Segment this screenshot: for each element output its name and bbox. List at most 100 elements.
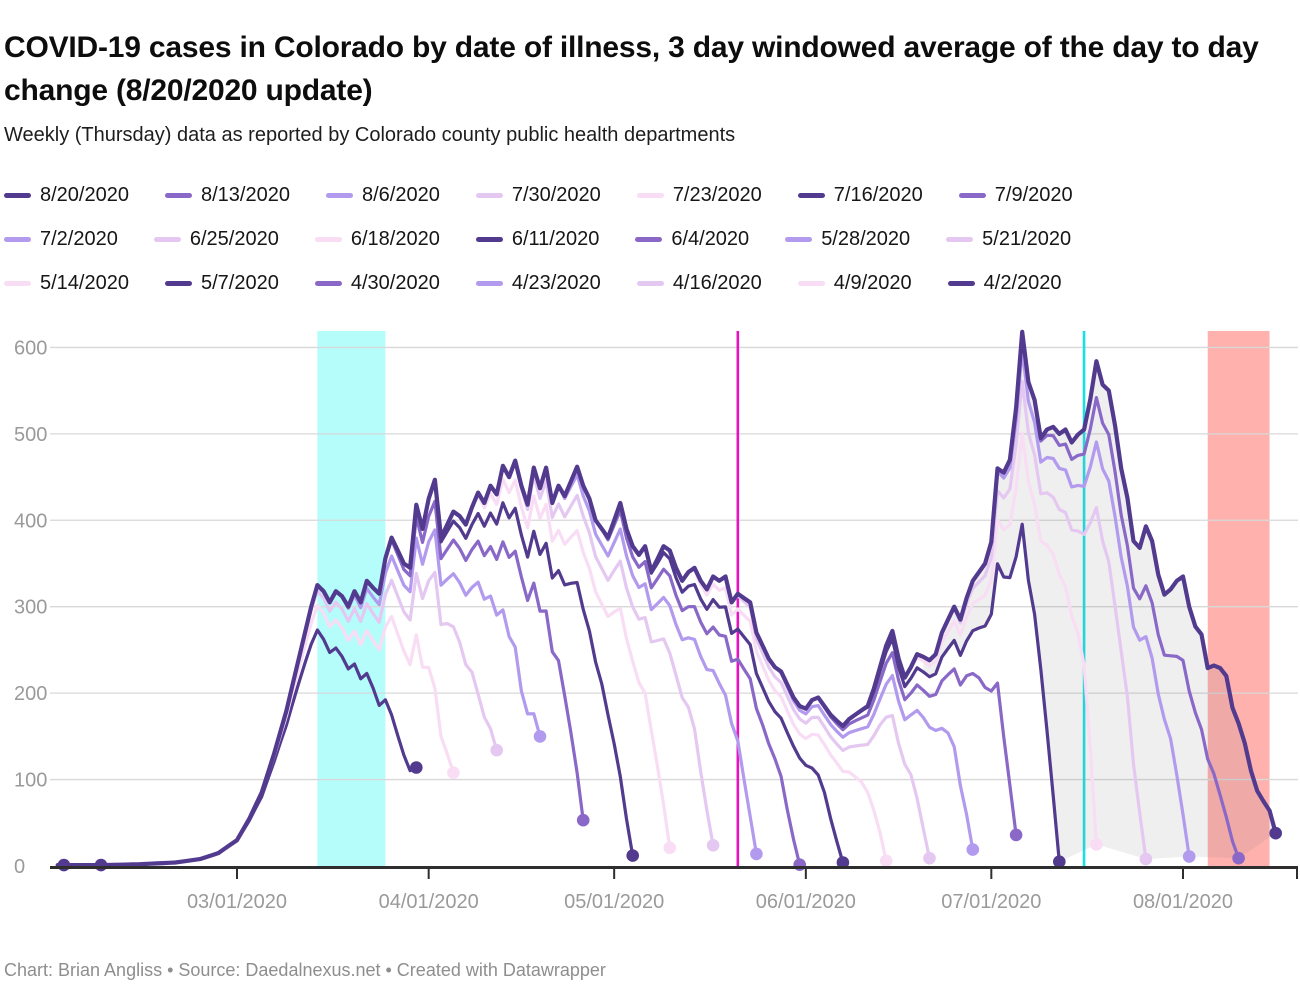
legend-item-4-30-2020[interactable]: 4/30/2020 — [314, 272, 440, 295]
series-end-dot-4-23-2020[interactable] — [533, 730, 547, 743]
x-tick-label-08-01-2020: 08/01/2020 — [1133, 891, 1233, 913]
legend-item-4-23-2020[interactable]: 4/23/2020 — [475, 272, 601, 295]
legend-label: 8/20/2020 — [40, 184, 129, 206]
series-end-dot-8-20-2020[interactable] — [1269, 826, 1282, 840]
series-end-dot-7-9-2020[interactable] — [1009, 828, 1023, 842]
series-line-7-2-2020[interactable] — [56, 459, 975, 867]
legend-label: 5/28/2020 — [821, 228, 911, 250]
series-end-dot-6-11-2020[interactable] — [836, 856, 850, 869]
y-tick-label-400: 400 — [14, 510, 47, 532]
series-line-4-9-2020[interactable] — [56, 603, 455, 867]
legend-item-4-2-2020[interactable]: 4/2/2020 — [947, 272, 1062, 295]
isolated-point-2020-02-02 — [57, 858, 71, 872]
legend-label: 4/30/2020 — [350, 272, 440, 294]
legend-item-5-7-2020[interactable]: 5/7/2020 — [164, 272, 279, 295]
series-line-4-16-2020[interactable] — [56, 570, 499, 867]
legend-item-7-9-2020[interactable]: 7/9/2020 — [958, 184, 1073, 207]
legend-label: 7/30/2020 — [511, 184, 601, 206]
series-end-dot-4-9-2020[interactable] — [447, 766, 460, 779]
legend-swatch — [475, 281, 503, 286]
series-end-dot-5-21-2020[interactable] — [706, 839, 720, 852]
legend-item-6-25-2020[interactable]: 6/25/2020 — [153, 228, 279, 251]
legend-label: 6/25/2020 — [189, 228, 279, 250]
series-end-dot-6-18-2020[interactable] — [879, 854, 893, 868]
series-end-dot-6-25-2020[interactable] — [923, 851, 936, 865]
legend-label: 5/21/2020 — [982, 228, 1072, 250]
y-tick-label-500: 500 — [14, 424, 47, 446]
legend-label: 6/18/2020 — [350, 228, 440, 250]
series-end-dot-7-23-2020[interactable] — [1090, 838, 1103, 851]
series-end-dot-5-7-2020[interactable] — [626, 849, 639, 862]
legend-swatch — [4, 193, 31, 198]
legend-swatch — [797, 193, 825, 198]
series-end-dot-5-14-2020[interactable] — [663, 841, 677, 855]
series-end-dot-8-13-2020[interactable] — [1232, 851, 1245, 865]
legend-label: 7/2/2020 — [40, 228, 118, 250]
legend-label: 4/23/2020 — [511, 272, 601, 294]
legend-item-7-30-2020[interactable]: 7/30/2020 — [475, 184, 601, 207]
between-fill-8-13-2020-8-6-2020 — [923, 331, 1239, 859]
y-tick-label-200: 200 — [14, 683, 47, 705]
series-end-dot-4-30-2020[interactable] — [576, 813, 590, 827]
legend-swatch — [636, 281, 664, 286]
legend-swatch — [958, 193, 986, 198]
legend-row: 7/2/2020 6/25/2020 6/18/2020 6/11/2020 6/4/2… — [4, 228, 1294, 251]
y-tick-label-300: 300 — [14, 597, 47, 619]
chart-subtitle: Weekly (Thursday) data as reported by Co… — [4, 124, 736, 146]
legend-item-5-21-2020[interactable]: 5/21/2020 — [946, 228, 1071, 251]
legend-swatch — [785, 237, 813, 242]
legend-item-6-11-2020[interactable]: 6/11/2020 — [475, 228, 599, 251]
legend-swatch — [164, 193, 192, 198]
legend-swatch — [325, 193, 353, 198]
series-end-dot-4-16-2020[interactable] — [490, 743, 504, 757]
series-end-dot-7-30-2020[interactable] — [1139, 852, 1153, 866]
series-end-dot-8-6-2020[interactable] — [1182, 850, 1196, 863]
legend: 8/20/2020 8/13/2020 8/6/2020 7/30/2020 7/23/… — [4, 184, 1294, 295]
legend-item-6-4-2020[interactable]: 6/4/2020 — [635, 228, 749, 251]
august-incomplete-data-band — [1207, 331, 1270, 866]
series-end-dot-7-16-2020[interactable] — [1053, 855, 1066, 868]
legend-item-4-16-2020[interactable]: 4/16/2020 — [636, 272, 762, 295]
legend-swatch — [314, 237, 342, 242]
legend-item-7-23-2020[interactable]: 7/23/2020 — [636, 184, 762, 207]
x-tick-label-04-01-2020: 04/01/2020 — [379, 891, 479, 913]
y-tick-label-600: 600 — [14, 337, 47, 359]
series-line-8-20-2020[interactable] — [55, 329, 1278, 868]
legend-row: 5/14/2020 5/7/2020 4/30/2020 4/23/2020 4/16/… — [4, 272, 1294, 295]
series-line-5-28-2020[interactable] — [56, 459, 758, 867]
legend-label: 5/7/2020 — [200, 272, 279, 294]
legend-label: 7/23/2020 — [672, 184, 762, 206]
chart-svg: 0 100 200 300 400 500 600 03/01/2020 04/01/2020 0… — [14, 329, 1298, 913]
between-fill-8-6-2020-7-30-2020 — [923, 349, 1190, 860]
series-end-dot-6-4-2020[interactable] — [793, 858, 806, 871]
legend-label: 7/16/2020 — [833, 184, 923, 206]
legend-swatch — [4, 237, 31, 242]
chart-title: COVID-19 cases in Colorado by date of il… — [4, 31, 1259, 108]
series-end-dot-7-2-2020[interactable] — [966, 843, 980, 856]
legend-item-4-9-2020[interactable]: 4/9/2020 — [797, 272, 912, 295]
series-end-dot-5-28-2020[interactable] — [750, 847, 763, 861]
legend-item-8-13-2020[interactable]: 8/13/2020 — [164, 184, 290, 207]
series-line-6-18-2020[interactable] — [56, 459, 888, 867]
legend-label: 5/14/2020 — [40, 272, 129, 294]
legend-swatch — [946, 237, 974, 242]
legend-swatch — [797, 281, 825, 286]
series-end-dot-4-2-2020[interactable] — [410, 761, 423, 774]
legend-label: 4/16/2020 — [672, 272, 762, 294]
legend-label: 7/9/2020 — [994, 184, 1073, 206]
y-tick-label-0: 0 — [14, 856, 25, 878]
legend-label: 4/2/2020 — [983, 272, 1062, 294]
legend-swatch — [475, 193, 503, 198]
legend-swatch — [4, 281, 31, 286]
series-line-4-23-2020[interactable] — [56, 528, 542, 867]
legend-item-7-2-2020[interactable]: 7/2/2020 — [4, 228, 118, 251]
legend-swatch — [475, 237, 503, 242]
legend-item-5-28-2020[interactable]: 5/28/2020 — [785, 228, 910, 251]
between-fill-8-20-2020-8-13-2020 — [923, 331, 1276, 859]
legend-item-7-16-2020[interactable]: 7/16/2020 — [797, 184, 923, 207]
legend-swatch — [164, 281, 192, 286]
legend-item-5-14-2020[interactable]: 5/14/2020 — [4, 272, 129, 295]
legend-item-8-20-2020[interactable]: 8/20/2020 — [4, 184, 129, 207]
legend-item-8-6-2020[interactable]: 8/6/2020 — [325, 184, 440, 207]
legend-item-6-18-2020[interactable]: 6/18/2020 — [314, 228, 440, 251]
